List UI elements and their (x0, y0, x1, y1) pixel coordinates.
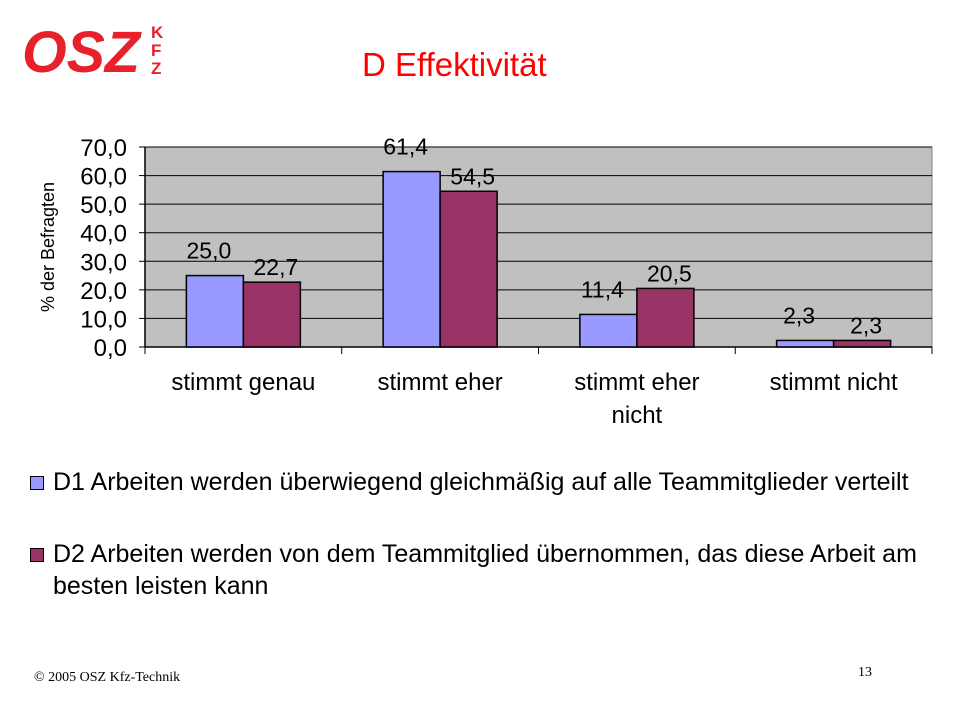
logo-letter-z: Z (151, 59, 161, 78)
x-tick-label: stimmt eher (377, 369, 502, 396)
logo-letter-k: K (151, 23, 164, 42)
data-label-d2: 54,5 (450, 163, 495, 189)
bar-d2 (439, 190, 498, 348)
x-tick-label: stimmt genau (171, 369, 315, 396)
data-label-d2: 22,7 (253, 254, 298, 280)
y-tick-label: 20,0 (80, 278, 127, 305)
y-tick-label: 70,0 (80, 135, 127, 162)
legend-swatch-d1 (30, 476, 44, 490)
x-tick-label: stimmt eher (574, 369, 699, 396)
bar-d1 (185, 274, 245, 348)
page-number: 13 (858, 665, 872, 680)
data-label-d1: 61,4 (383, 134, 428, 160)
slide-title: D Effektivität (362, 46, 547, 83)
logo-wordmark: OSZ (22, 20, 143, 82)
legend-item-d1: D1 Arbeiten werden überwiegend gleichmäß… (30, 466, 933, 498)
data-label-d1: 11,4 (581, 276, 624, 302)
legend-swatch-d2 (30, 548, 44, 562)
bar-d1 (579, 313, 638, 348)
bar-d1 (382, 170, 441, 348)
y-tick-label: 40,0 (80, 221, 127, 248)
y-tick-label: 50,0 (80, 192, 127, 219)
y-tick-label: 30,0 (80, 249, 127, 276)
bar-d2 (242, 281, 302, 348)
legend-label-d2: D2 Arbeiten werden von dem Teammitglied … (53, 540, 917, 600)
data-label-d2: 2,3 (850, 312, 882, 338)
legend-label-d1: D1 Arbeiten werden überwiegend gleichmäß… (53, 468, 909, 496)
footer-copyright: © 2005 OSZ Kfz-Technik (34, 670, 181, 685)
y-axis-label: % der Befragten (38, 182, 58, 312)
y-tick-label: 60,0 (80, 164, 127, 191)
bar-d2 (832, 339, 892, 348)
data-label-d2: 20,5 (647, 260, 692, 286)
x-tick-label: stimmt nicht (770, 369, 898, 396)
osz-kfz-logo: OSZ K F Z (22, 20, 172, 87)
x-tick-label: nicht (612, 402, 663, 429)
legend-item-d2: D2 Arbeiten werden von dem Teammitglied … (30, 538, 933, 602)
y-tick-label: 10,0 (80, 306, 127, 333)
data-label-d1: 2,3 (783, 302, 815, 328)
data-label-d1: 25,0 (186, 238, 231, 264)
osz-logo-graphic: OSZ K F Z (22, 20, 164, 85)
logo-letter-f: F (151, 41, 161, 60)
bar-d2 (636, 287, 695, 348)
bar-d1 (775, 339, 835, 348)
y-tick-label: 0,0 (94, 335, 127, 362)
